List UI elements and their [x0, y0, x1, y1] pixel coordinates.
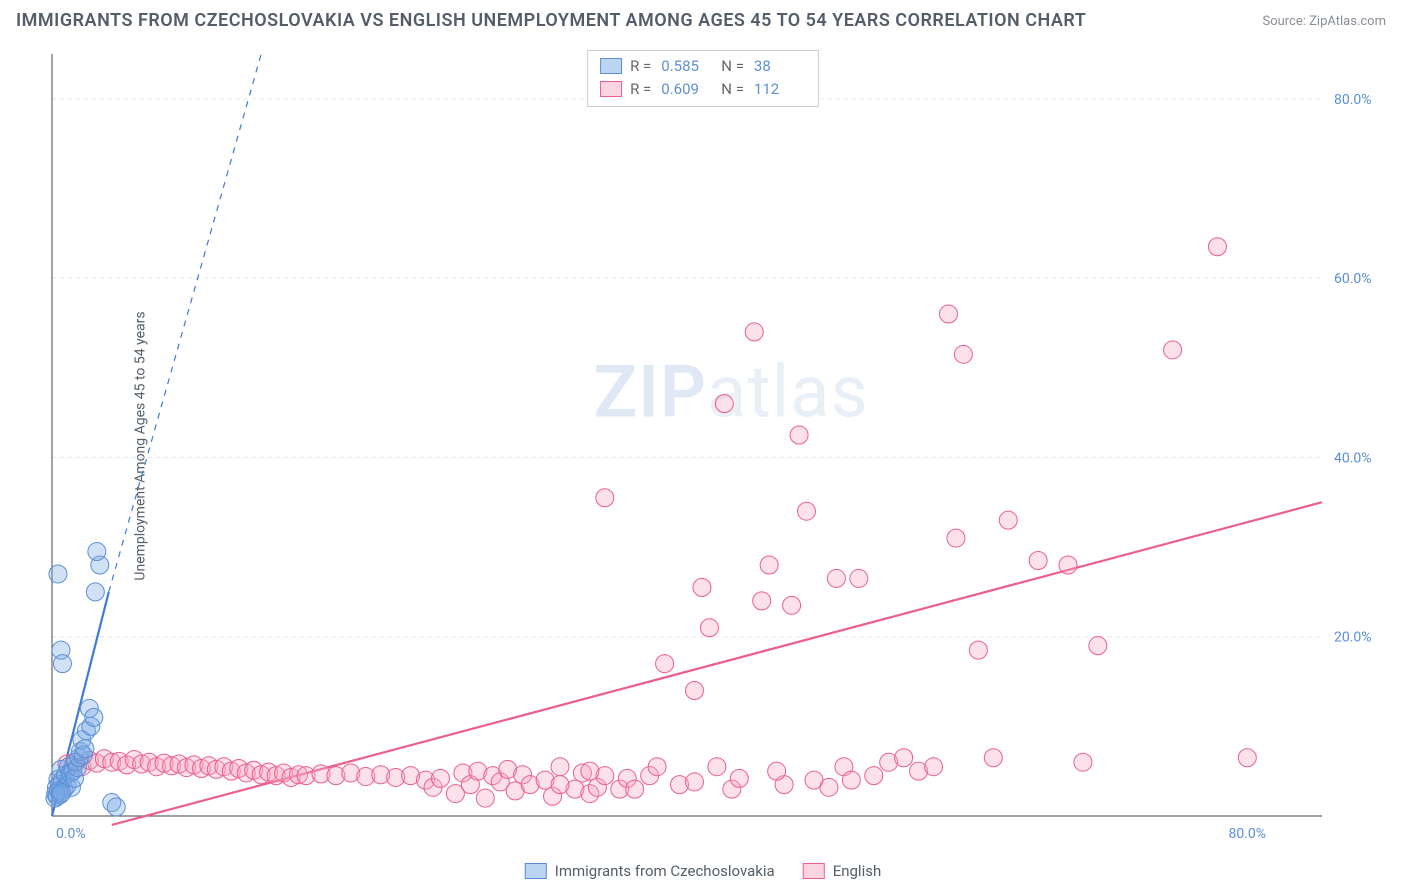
scatter-plot-svg: 20.0% 40.0% 60.0% 80.0% 0.0% 80.0%	[44, 46, 1394, 844]
data-point-english	[700, 619, 718, 637]
data-point-english	[768, 762, 786, 780]
data-point-english	[798, 502, 816, 520]
x-tick-label: 0.0%	[56, 826, 86, 842]
data-point-english	[596, 489, 614, 507]
data-point-english	[551, 758, 569, 776]
data-point-czech	[85, 708, 103, 726]
data-point-czech	[107, 798, 125, 816]
data-point-english	[745, 323, 763, 341]
data-point-english	[693, 578, 711, 596]
legend-n-value: 112	[754, 78, 800, 101]
series-legend: Immigrants from Czechoslovakia English	[525, 862, 881, 880]
data-point-czech	[86, 583, 104, 601]
data-point-english	[1089, 637, 1107, 655]
data-point-english	[984, 749, 1002, 767]
data-point-english	[850, 569, 868, 587]
legend-n-label: N =	[721, 78, 744, 101]
data-point-english	[790, 426, 808, 444]
legend-n-label: N =	[721, 55, 744, 78]
data-point-english	[969, 641, 987, 659]
data-point-english	[939, 305, 957, 323]
legend-r-label: R =	[630, 78, 651, 101]
data-point-english	[626, 780, 644, 798]
data-point-czech	[49, 565, 67, 583]
data-point-english	[865, 767, 883, 785]
legend-r-value: 0.609	[661, 78, 707, 101]
data-point-english	[685, 681, 703, 699]
series-legend-label: Immigrants from Czechoslovakia	[555, 862, 775, 880]
data-point-english	[947, 529, 965, 547]
data-point-english	[753, 592, 771, 610]
chart-title: IMMIGRANTS FROM CZECHOSLOVAKIA VS ENGLIS…	[16, 10, 1086, 31]
data-point-english	[842, 771, 860, 789]
data-point-english	[715, 395, 733, 413]
series-legend-item-czech: Immigrants from Czechoslovakia	[525, 862, 775, 880]
data-point-english	[656, 655, 674, 673]
data-point-english	[551, 776, 569, 794]
data-point-english	[1208, 238, 1226, 256]
data-point-english	[820, 778, 838, 796]
x-tick-label: 80.0%	[1229, 826, 1267, 842]
data-point-english	[1074, 753, 1092, 771]
y-tick-label: 80.0%	[1334, 92, 1372, 108]
legend-swatch-icon	[600, 81, 622, 97]
data-point-english	[999, 511, 1017, 529]
data-point-english	[895, 749, 913, 767]
data-point-english	[1164, 341, 1182, 359]
data-point-english	[685, 773, 703, 791]
legend-swatch-icon	[803, 863, 825, 879]
data-point-english	[954, 345, 972, 363]
legend-swatch-icon	[600, 58, 622, 74]
data-point-english	[730, 769, 748, 787]
series-legend-label: English	[833, 862, 882, 880]
data-point-czech	[76, 740, 94, 758]
series-legend-item-english: English	[803, 862, 882, 880]
y-tick-label: 60.0%	[1334, 271, 1372, 287]
data-point-czech	[53, 655, 71, 673]
data-point-english	[581, 762, 599, 780]
data-point-english	[1029, 552, 1047, 570]
data-point-english	[1238, 749, 1256, 767]
legend-n-value: 38	[754, 55, 800, 78]
data-point-english	[431, 769, 449, 787]
y-tick-label: 40.0%	[1334, 450, 1372, 466]
data-point-english	[708, 758, 726, 776]
data-point-english	[1059, 556, 1077, 574]
legend-swatch-icon	[525, 863, 547, 879]
legend-row-english: R = 0.609 N = 112	[600, 78, 806, 101]
source-prefix: Source:	[1262, 14, 1309, 29]
y-tick-label: 20.0%	[1334, 630, 1372, 646]
data-point-czech	[53, 784, 71, 802]
data-point-english	[925, 758, 943, 776]
data-point-english	[827, 569, 845, 587]
data-point-english	[783, 596, 801, 614]
correlation-legend: R = 0.585 N = 38 R = 0.609 N = 112	[587, 50, 819, 107]
legend-r-value: 0.585	[661, 55, 707, 78]
source-attribution: Source: ZipAtlas.com	[1262, 14, 1386, 29]
legend-row-czech: R = 0.585 N = 38	[600, 55, 806, 78]
data-point-czech	[88, 543, 106, 561]
plot-area: 20.0% 40.0% 60.0% 80.0% 0.0% 80.0%	[44, 46, 1394, 844]
data-point-english	[760, 556, 778, 574]
trend-line-czech-extended	[109, 54, 261, 592]
data-point-english	[648, 758, 666, 776]
legend-r-label: R =	[630, 55, 651, 78]
data-point-english	[476, 789, 494, 807]
source-link[interactable]: ZipAtlas.com	[1309, 14, 1386, 29]
